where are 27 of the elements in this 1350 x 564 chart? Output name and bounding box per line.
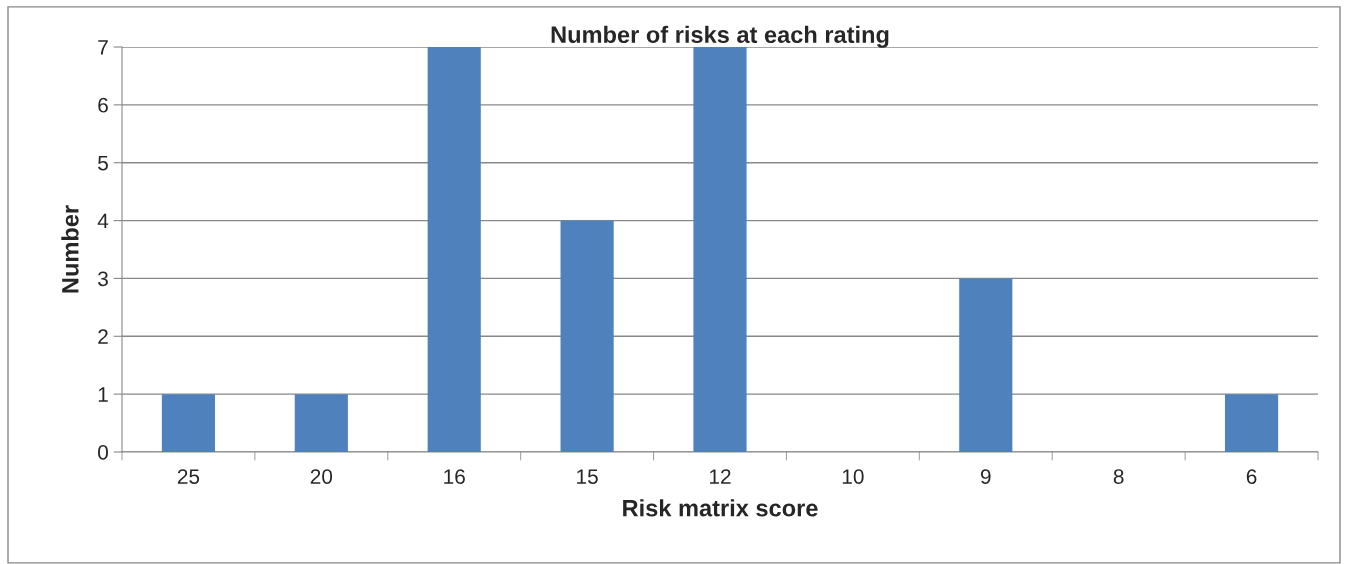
- bar: [294, 394, 348, 452]
- y-tick-label: 4: [97, 213, 109, 229]
- bar: [693, 47, 747, 452]
- chart-title: Number of risks at each rating: [551, 25, 889, 48]
- y-tick-label: 0: [98, 445, 108, 460]
- bar: [427, 47, 481, 452]
- bar: [560, 220, 614, 452]
- y-tick-label: 3: [98, 271, 108, 287]
- bar: [161, 394, 216, 452]
- x-axis-title: Risk matrix score: [623, 499, 818, 517]
- bar: [1224, 394, 1279, 452]
- x-tick-label: 9: [980, 469, 991, 484]
- x-tick-label: 20: [310, 469, 333, 484]
- bar: [959, 278, 1013, 452]
- y-axis-title: Number: [61, 205, 79, 293]
- x-tick-label: 8: [1113, 469, 1124, 484]
- y-tick-label: 2: [98, 329, 108, 344]
- x-tick-label: 10: [842, 469, 864, 484]
- x-tick-label: 12: [710, 469, 731, 484]
- x-tick-label: 15: [577, 469, 598, 484]
- x-tick-label: 16: [444, 469, 465, 484]
- y-tick-label: 5: [98, 155, 108, 171]
- y-tick-label: 7: [98, 40, 108, 55]
- x-tick-label: 6: [1246, 469, 1257, 484]
- y-tick-label: 6: [98, 97, 108, 113]
- y-tick-label: 1: [98, 387, 108, 402]
- x-tick-label: 25: [177, 469, 200, 484]
